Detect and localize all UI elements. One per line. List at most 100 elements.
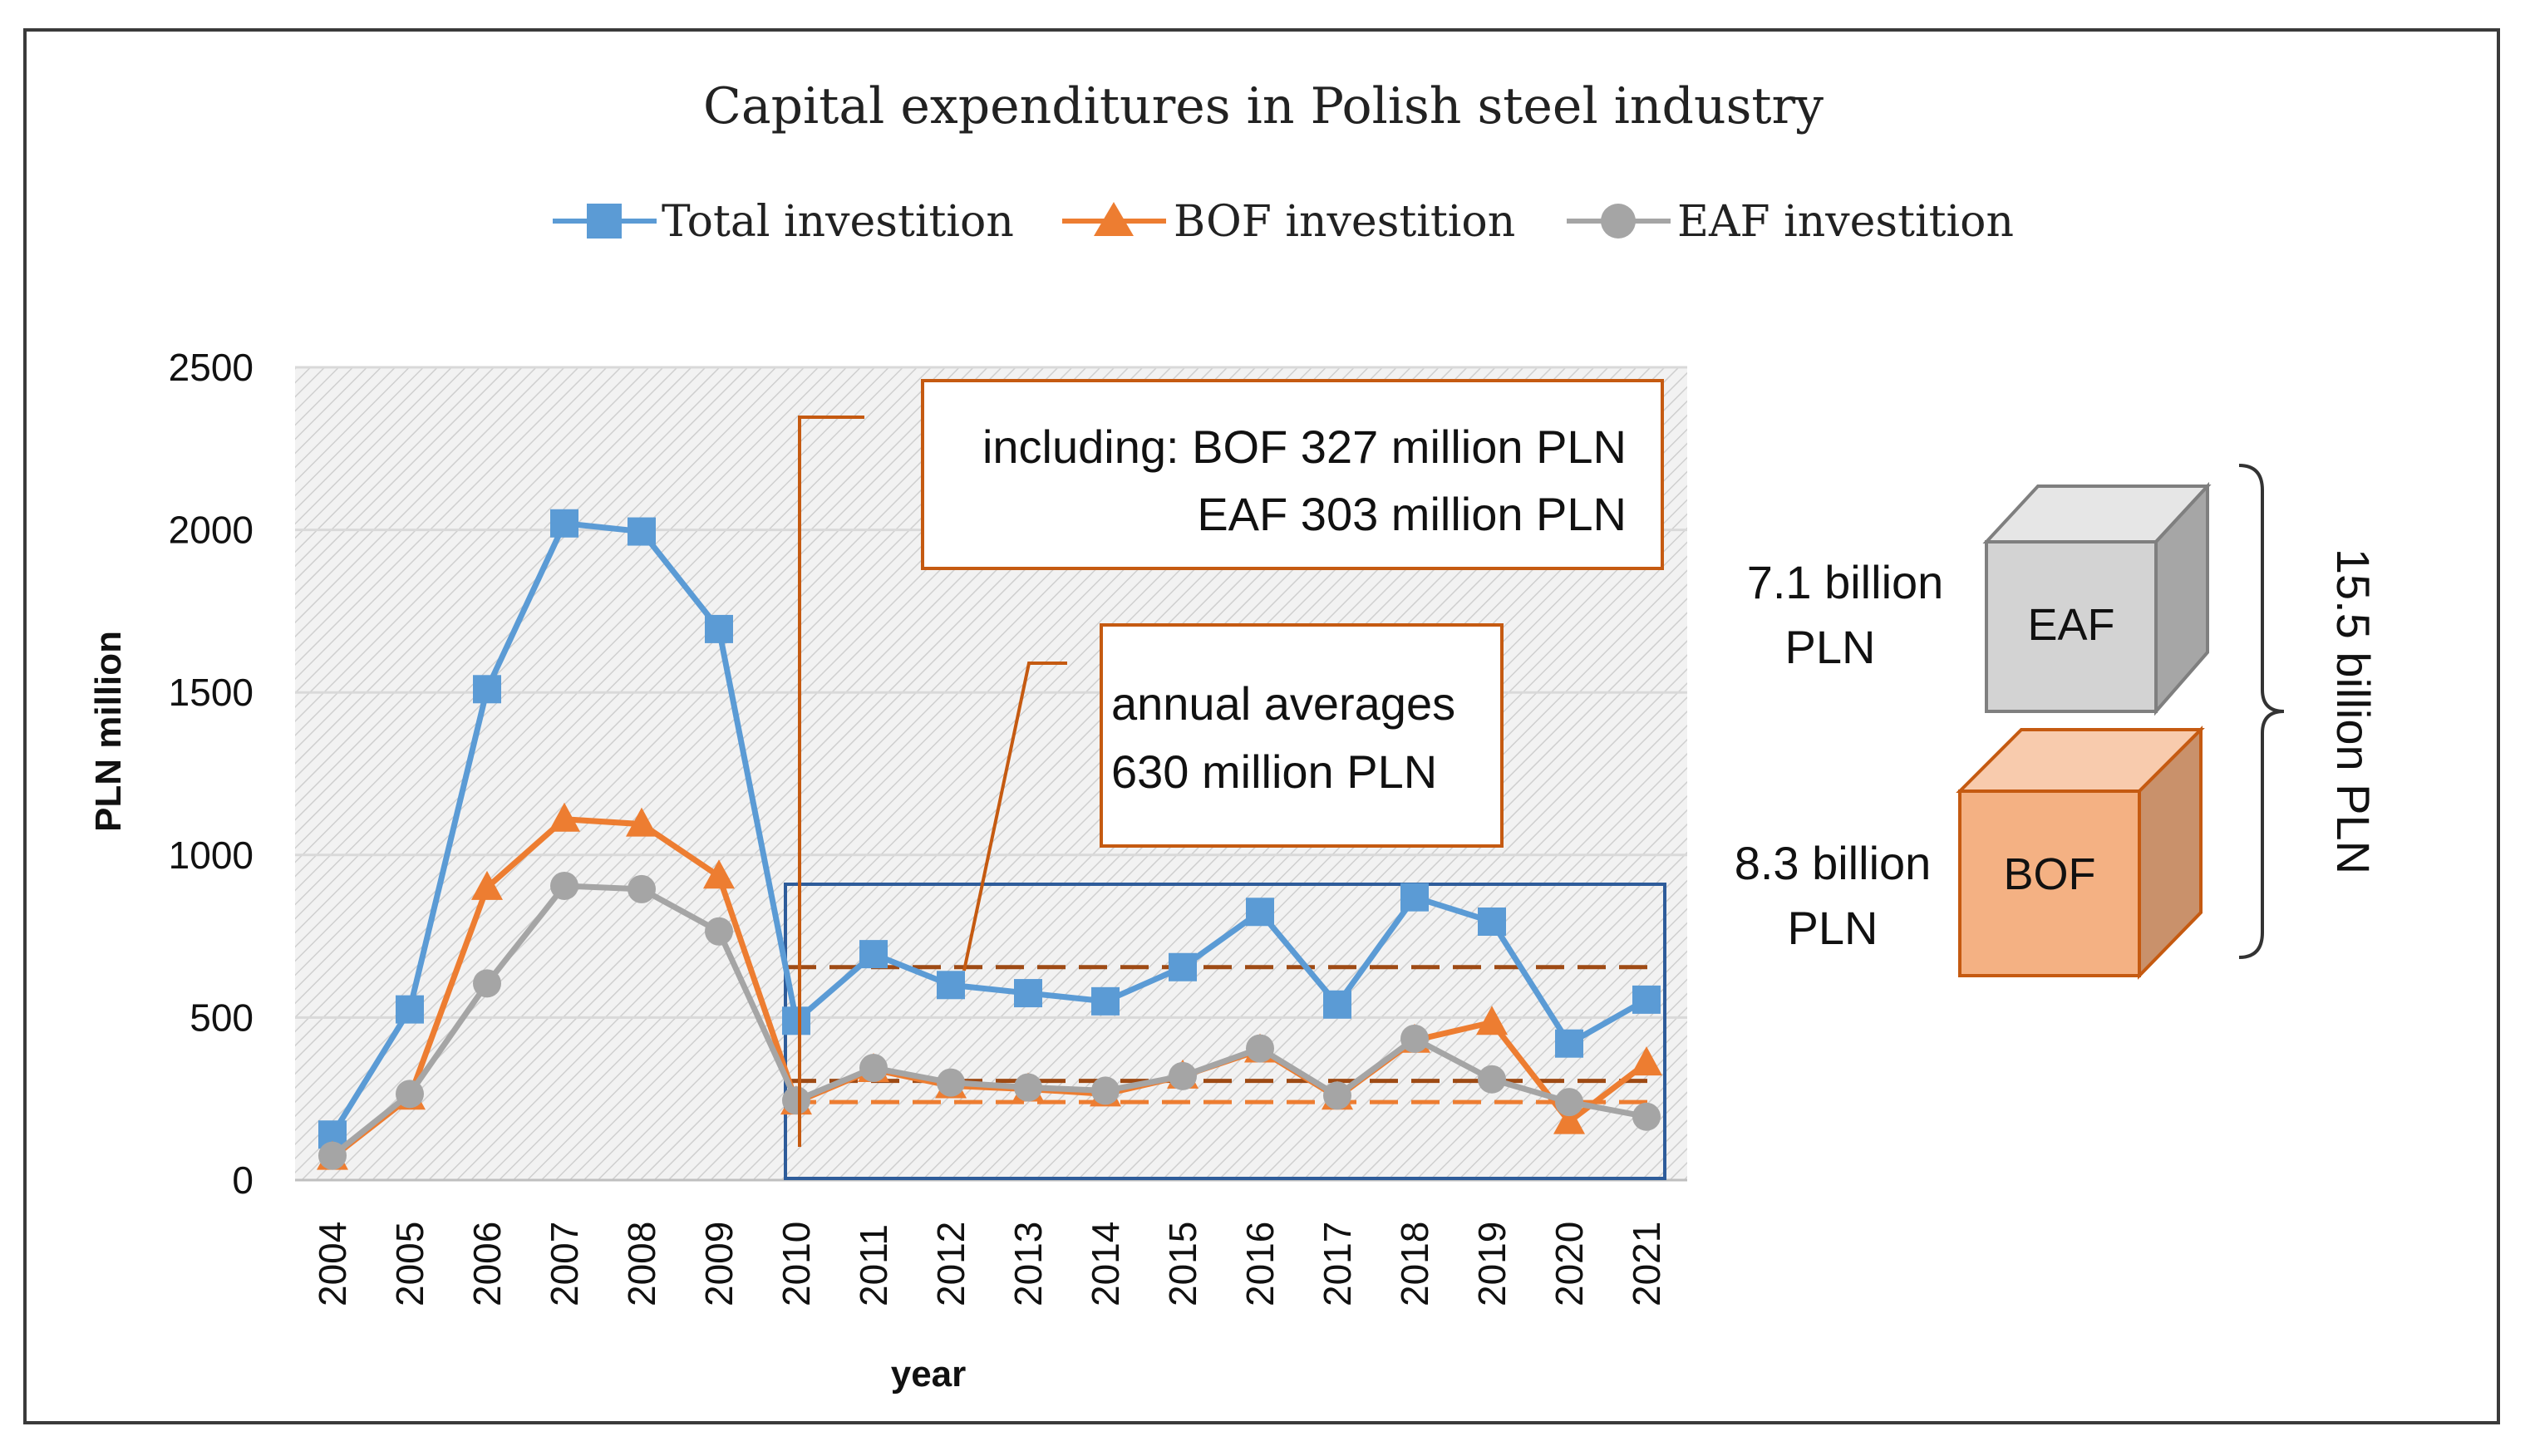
x-tick-label: 2006 — [465, 1222, 509, 1306]
callout-averages-line1: annual averages — [1111, 677, 1455, 730]
data-point — [1632, 1102, 1661, 1131]
eaf-cube: EAF — [1982, 481, 2212, 716]
data-point — [705, 917, 733, 946]
data-point — [1169, 1061, 1197, 1090]
data-point — [473, 969, 501, 998]
data-point — [1478, 1065, 1506, 1094]
bof-cube-label: BOF — [2003, 849, 2095, 899]
legend: Total investition BOF investition EAF in… — [553, 197, 2014, 247]
x-tick-label: 2019 — [1470, 1222, 1514, 1306]
callout-including-line2: EAF 303 million PLN — [1197, 488, 1627, 540]
x-tick-label: 2011 — [852, 1224, 895, 1306]
series-lines — [317, 509, 1662, 1170]
eaf-amount-line2: PLN — [1785, 621, 1876, 673]
callout-including-box — [921, 379, 1664, 570]
data-point — [550, 871, 578, 900]
legend-label-bof: BOF investition — [1174, 197, 1515, 247]
x-tick-label: 2008 — [620, 1222, 663, 1306]
legend-label-total: Total investition — [662, 197, 1014, 247]
data-point — [318, 1141, 347, 1170]
data-point — [1323, 990, 1351, 1019]
data-point — [1553, 1104, 1585, 1134]
data-point — [549, 802, 580, 832]
data-point — [1555, 1088, 1583, 1117]
x-tick-label: 2021 — [1625, 1222, 1668, 1306]
data-point — [1246, 1034, 1274, 1063]
callout-including: including: BOF 327 million PLN EAF 303 m… — [798, 379, 1664, 1147]
data-point — [396, 1080, 424, 1109]
y-axis-label: PLN million — [88, 631, 129, 832]
bof-amount-line2: PLN — [1788, 902, 1878, 954]
data-point — [937, 971, 965, 1000]
data-point — [550, 509, 578, 538]
legend-marker-eaf — [1601, 204, 1636, 239]
summary-panel: 7.1 billion PLN EAF 8.3 billion PLN BOF … — [1735, 464, 2380, 980]
x-tick-label: 2004 — [311, 1222, 354, 1306]
x-tick-label: 2010 — [775, 1222, 818, 1306]
data-point — [1476, 1006, 1508, 1035]
series-eaf — [318, 871, 1661, 1170]
legend-label-eaf: EAF investition — [1677, 197, 2014, 247]
y-tick-label: 1000 — [169, 834, 253, 877]
x-tick-label: 2007 — [543, 1222, 586, 1306]
y-tick-label: 1500 — [169, 671, 253, 714]
bof-cube: BOF — [1956, 726, 2205, 980]
data-point — [628, 874, 656, 903]
data-point — [1014, 979, 1042, 1008]
y-axis-ticks: 0 500 1000 1500 2000 2500 — [169, 346, 253, 1202]
data-point — [1400, 1024, 1429, 1053]
total-amount: 15.5 billion PLN — [2327, 548, 2380, 874]
x-tick-label: 2013 — [1007, 1222, 1050, 1306]
callout-including-leader — [798, 416, 864, 1147]
data-point — [937, 1068, 965, 1097]
legend-item-eaf: EAF investition — [1567, 197, 2014, 247]
x-tick-label: 2012 — [929, 1222, 972, 1306]
data-point — [396, 995, 424, 1024]
data-point — [1091, 986, 1120, 1016]
x-tick-label: 2020 — [1548, 1222, 1591, 1306]
y-tick-label: 2000 — [169, 509, 253, 552]
x-axis-ticks: 2004 2005 2006 2007 2008 2009 2010 2011 2012 2013… — [311, 1222, 1668, 1306]
callout-including-line1: including: BOF 327 million PLN — [982, 421, 1627, 473]
data-point — [1632, 985, 1661, 1014]
x-axis-label: year — [891, 1354, 967, 1395]
data-point — [626, 807, 657, 837]
data-point — [1323, 1081, 1351, 1110]
x-tick-label: 2009 — [697, 1222, 741, 1306]
callout-averages: annual averages 630 million PLN — [962, 623, 1504, 971]
bof-amount-line1: 8.3 billion — [1735, 837, 1932, 889]
data-point — [628, 517, 656, 546]
total-brace — [2238, 464, 2285, 959]
x-tick-label: 2018 — [1393, 1222, 1436, 1306]
y-tick-label: 2500 — [169, 346, 253, 389]
legend-marker-total — [587, 204, 622, 239]
callout-averages-leader — [962, 662, 1067, 971]
data-point — [782, 1086, 810, 1115]
data-point — [1091, 1076, 1120, 1105]
bof-cube-front — [1958, 789, 2141, 977]
x-tick-label: 2017 — [1316, 1222, 1359, 1306]
x-tick-label: 2016 — [1238, 1222, 1282, 1306]
data-point — [705, 614, 733, 643]
data-point — [782, 1006, 810, 1035]
y-tick-label: 500 — [189, 996, 253, 1039]
legend-item-total: Total investition — [553, 197, 1014, 247]
data-point — [1631, 1046, 1662, 1076]
legend-marker-bof — [1094, 202, 1134, 236]
x-tick-label: 2015 — [1161, 1222, 1204, 1306]
data-point — [1014, 1073, 1042, 1102]
data-point — [1555, 1029, 1583, 1058]
eaf-amount-line1: 7.1 billion — [1747, 556, 1944, 608]
x-tick-label: 2014 — [1084, 1222, 1127, 1306]
data-point — [473, 675, 501, 704]
data-point — [1246, 898, 1274, 927]
data-point — [471, 870, 503, 900]
data-point — [1400, 883, 1429, 912]
eaf-cube-front — [1985, 540, 2158, 713]
callout-averages-box — [1100, 623, 1504, 848]
y-tick-label: 0 — [232, 1158, 253, 1202]
legend-item-bof: BOF investition — [1062, 197, 1515, 247]
data-point — [859, 940, 888, 969]
data-point — [703, 859, 735, 889]
